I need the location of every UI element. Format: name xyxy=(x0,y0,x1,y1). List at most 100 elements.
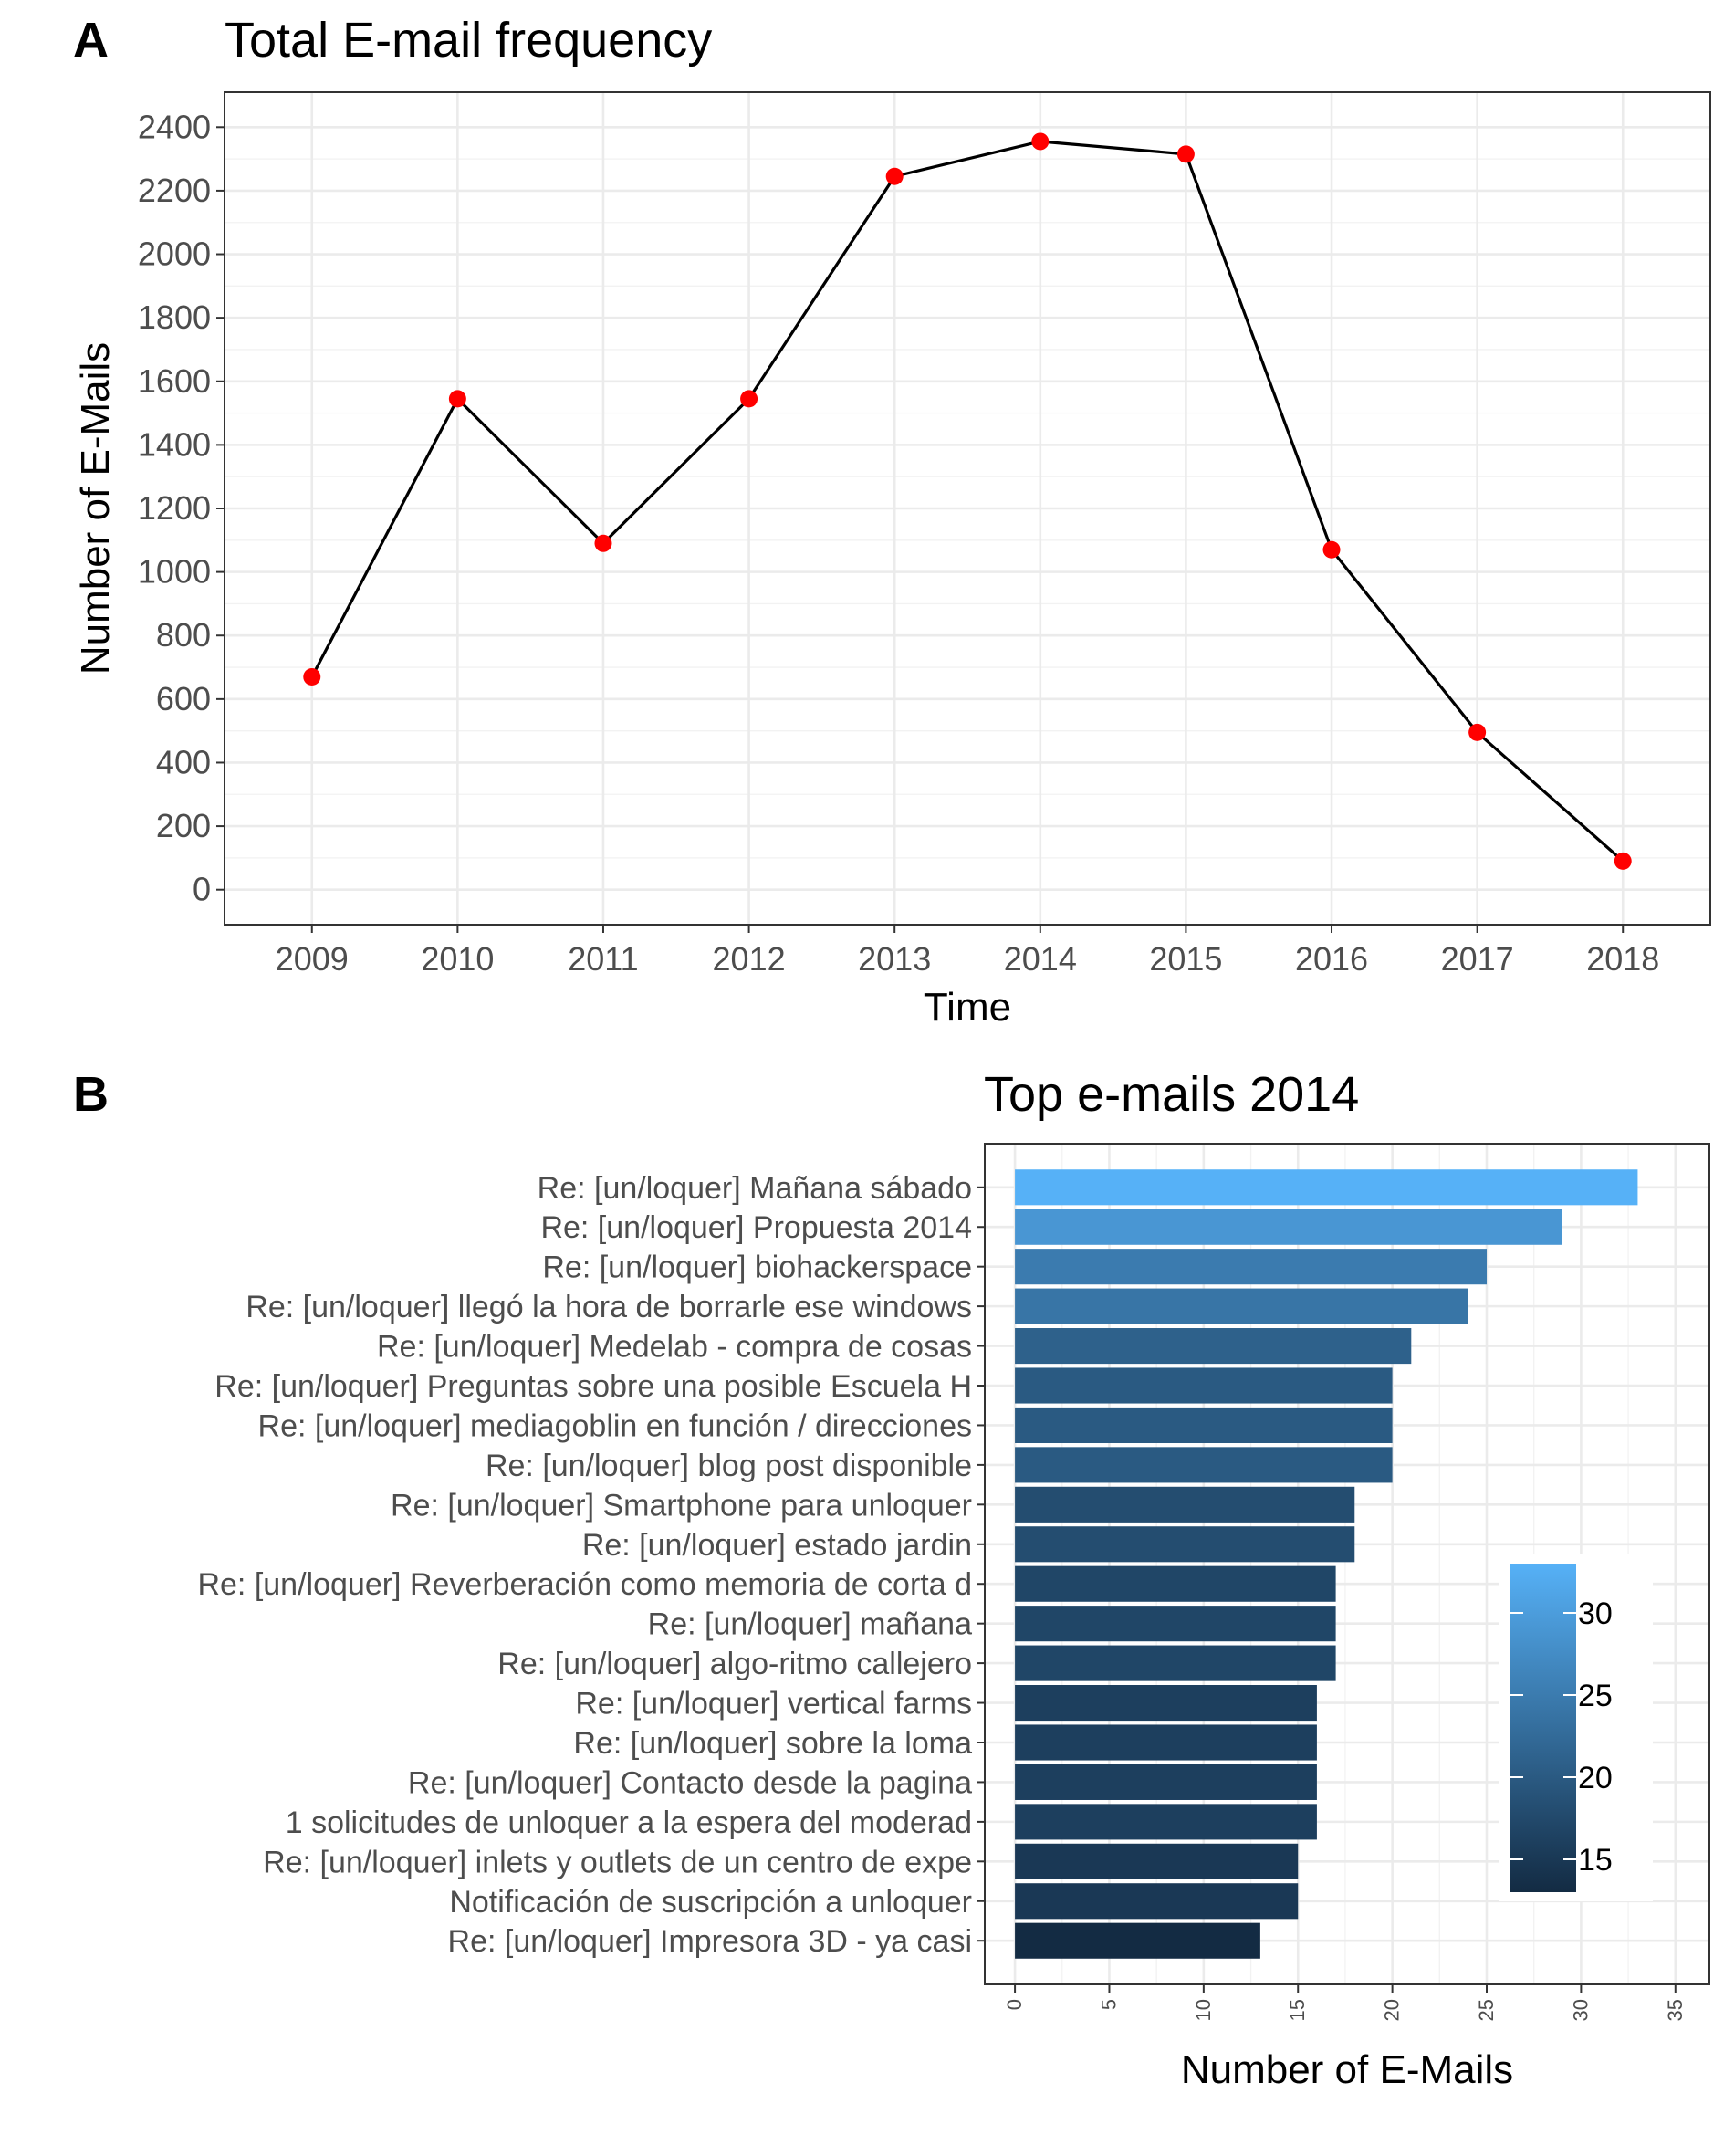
bar xyxy=(1015,1407,1393,1443)
data-point xyxy=(303,667,321,686)
x-tick-label: 35 xyxy=(1664,1999,1687,2021)
x-tick-label: 2016 xyxy=(1295,940,1368,978)
series-line xyxy=(310,140,1625,863)
data-point xyxy=(740,390,758,408)
data-point xyxy=(885,167,904,185)
category-label: Re: [un/loquer] inlets y outlets de un c… xyxy=(263,1845,972,1879)
category-label: Re: [un/loquer] estado jardin xyxy=(582,1528,972,1563)
category-label: Re: [un/loquer] sobre la loma xyxy=(573,1726,972,1761)
x-tick-label: 5 xyxy=(1097,1999,1120,2010)
y-tick-label: 400 xyxy=(156,743,211,780)
x-tick-label: 2009 xyxy=(276,940,349,978)
category-label: Re: [un/loquer] vertical farms xyxy=(575,1687,972,1722)
category-label: Re: [un/loquer] Preguntas sobre una posi… xyxy=(214,1369,972,1404)
x-tick-label: 2013 xyxy=(858,940,931,978)
y-tick-label: 200 xyxy=(156,807,211,844)
x-tick-label: 30 xyxy=(1569,1999,1592,2021)
panel-b: B Top e-mails 2014 15 20 25 30 Re: [un/loqu… xyxy=(73,1067,1710,2092)
category-label: Re: [un/loquer] Contacto desde la pagina xyxy=(408,1765,972,1800)
x-tick-label: 2017 xyxy=(1441,940,1514,978)
y-tick-label: 1600 xyxy=(138,362,211,400)
x-tick-label: 2015 xyxy=(1149,940,1222,978)
y-tick-label: 2200 xyxy=(138,172,211,209)
panel-a-x-axis-title: Time xyxy=(924,985,1011,1030)
data-point xyxy=(1468,723,1487,741)
y-tick-label: 600 xyxy=(156,680,211,717)
bar xyxy=(1015,1288,1468,1324)
panel-a-y-axis-title: Number of E-Mails xyxy=(73,342,118,675)
x-tick-label: 2010 xyxy=(421,940,494,978)
data-point xyxy=(1614,852,1632,870)
x-tick-label: 15 xyxy=(1286,1999,1309,2021)
panel-b-title: Top e-mails 2014 xyxy=(984,1067,1359,1122)
bar xyxy=(1015,1169,1638,1206)
x-tick-label: 25 xyxy=(1475,1999,1498,2021)
category-label: Re: [un/loquer] llegó la hora de borrarl… xyxy=(246,1290,972,1324)
category-label: Re: [un/loquer] Propuesta 2014 xyxy=(540,1210,972,1245)
panel-a: A Total E-mail frequency 0 200 400 600 800 10… xyxy=(73,13,1711,1030)
data-point xyxy=(594,534,612,552)
panel-b-x-axis-title: Number of E-Mails xyxy=(1181,2047,1513,2092)
bar xyxy=(1015,1685,1317,1722)
bar xyxy=(1015,1367,1393,1404)
x-tick-label: 20 xyxy=(1381,1999,1404,2021)
panel-b-bars xyxy=(1015,1169,1638,1959)
bar xyxy=(1015,1922,1260,1959)
bar xyxy=(1015,1447,1393,1483)
bar xyxy=(1015,1724,1317,1761)
bar xyxy=(1015,1645,1336,1681)
panel-a-series xyxy=(303,132,1632,870)
panel-a-title: Total E-mail frequency xyxy=(225,13,712,68)
category-label: Re: [un/loquer] Mañana sábado xyxy=(538,1171,972,1206)
x-tick-label: 2011 xyxy=(568,940,638,978)
y-tick-label: 1400 xyxy=(138,425,211,463)
legend-label: 15 xyxy=(1578,1843,1613,1878)
y-tick-label: 0 xyxy=(193,871,211,908)
legend-label: 30 xyxy=(1578,1596,1613,1631)
category-label: 1 solicitudes de unloquer a la espera de… xyxy=(286,1805,972,1840)
bar xyxy=(1015,1209,1562,1245)
category-label: Notificación de suscripción a unloquer xyxy=(449,1885,972,1920)
category-label: Re: [un/loquer] blog post disponible xyxy=(486,1449,972,1483)
x-tick-label: 0 xyxy=(1003,1999,1026,2010)
category-label: Re: [un/loquer] biohackerspace xyxy=(542,1251,972,1285)
bar xyxy=(1015,1804,1317,1840)
panel-b-legend: 15 20 25 30 xyxy=(1499,1554,1653,1901)
legend-colorbar xyxy=(1510,1564,1576,1892)
bar xyxy=(1015,1843,1299,1879)
bar xyxy=(1015,1606,1336,1642)
data-point xyxy=(448,390,466,408)
x-tick-label: 2012 xyxy=(713,940,786,978)
category-label: Re: [un/loquer] Smartphone para unloquer xyxy=(391,1488,972,1523)
y-tick-label: 1000 xyxy=(138,553,211,591)
y-tick-label: 1800 xyxy=(138,298,211,336)
bar xyxy=(1015,1486,1355,1523)
panel-b-frame xyxy=(984,1143,1710,1985)
category-label: Re: [un/loquer] mediagoblin en función /… xyxy=(258,1408,972,1443)
bar xyxy=(1015,1565,1336,1602)
category-label: Re: [un/loquer] algo-ritmo callejero xyxy=(497,1647,972,1681)
y-tick-label: 800 xyxy=(156,616,211,654)
y-tick-label: 1200 xyxy=(138,489,211,527)
y-tick-label: 2400 xyxy=(138,108,211,145)
panel-a-letter: A xyxy=(73,13,109,68)
bar xyxy=(1015,1764,1317,1800)
legend-label: 25 xyxy=(1578,1679,1613,1713)
data-point xyxy=(1176,145,1195,163)
category-label: Re: [un/loquer] mañana xyxy=(648,1607,972,1642)
panel-b-letter: B xyxy=(73,1067,109,1122)
legend-label: 20 xyxy=(1578,1761,1613,1795)
panel-a-grid xyxy=(225,92,1710,925)
panel-a-axes: 0 200 400 600 800 1000 1200 1400 1600 1800 2000 220… xyxy=(138,108,1659,978)
category-label: Re: [un/loquer] Medelab - compra de cosa… xyxy=(377,1330,972,1365)
bar xyxy=(1015,1249,1488,1285)
y-tick-label: 2000 xyxy=(138,235,211,273)
bar xyxy=(1015,1328,1412,1365)
data-point xyxy=(1031,132,1050,151)
bar xyxy=(1015,1883,1299,1920)
panel-b-axes: Re: [un/loquer] Mañana sábado Re: [un/loq… xyxy=(197,1171,1686,2022)
x-tick-label: 10 xyxy=(1192,1999,1215,2021)
category-label: Re: [un/loquer] Impresora 3D - ya casi xyxy=(448,1924,972,1959)
data-point xyxy=(1322,540,1341,559)
